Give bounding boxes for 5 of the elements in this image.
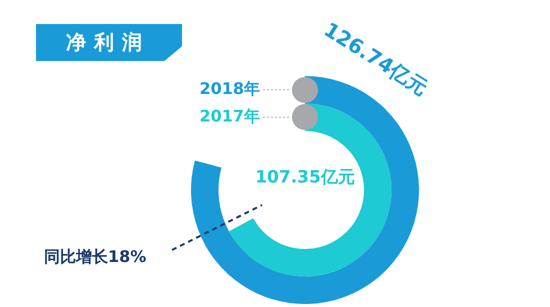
category-label: 2017年 bbox=[199, 106, 260, 126]
category-label: 2018年 bbox=[199, 78, 260, 98]
data-label: 107.35亿元 bbox=[255, 167, 355, 188]
text: 同比增长18% bbox=[44, 247, 146, 268]
text: 净利润 bbox=[36, 24, 182, 61]
